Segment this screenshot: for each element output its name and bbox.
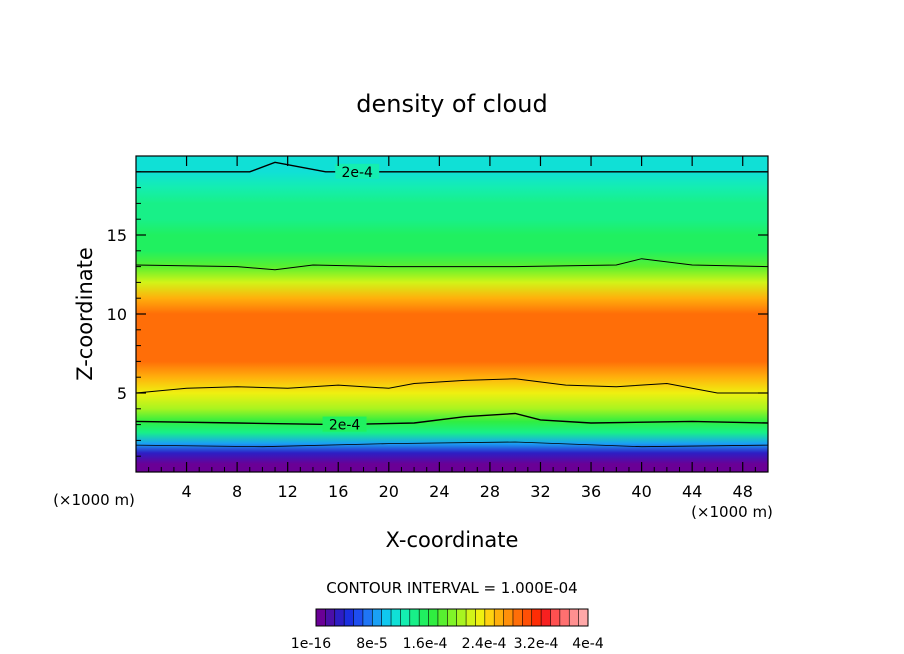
colorbar-label: 8e-5 bbox=[356, 636, 387, 652]
colorbar bbox=[316, 609, 589, 626]
x-tick-label: 44 bbox=[682, 482, 702, 501]
chart-title: density of cloud bbox=[356, 90, 547, 118]
x-tick-label: 20 bbox=[379, 482, 399, 501]
colorbar-swatch bbox=[475, 609, 486, 626]
x-tick-label: 4 bbox=[181, 482, 191, 501]
x-tick-label: 48 bbox=[733, 482, 753, 501]
x-tick-labels: 4 8 12 16 20 24 28 32 36 40 44 48 bbox=[181, 482, 752, 501]
contour-2e-4-upper bbox=[136, 161, 768, 173]
contour-interval-text: CONTOUR INTERVAL = 1.000E-04 bbox=[326, 579, 577, 597]
colorbar-swatch bbox=[447, 609, 458, 626]
colorbar-label: 2.4e-4 bbox=[462, 636, 507, 652]
x-tick-label: 24 bbox=[429, 482, 449, 501]
x-unit-right: (×1000 m) bbox=[691, 503, 773, 521]
colorbar-swatch bbox=[334, 609, 345, 626]
colorbar-swatch bbox=[316, 609, 326, 626]
colorbar-label: 1e-16 bbox=[291, 636, 331, 652]
x-tick-label: 16 bbox=[328, 482, 348, 501]
colorbar-labels: 1e-16 8e-5 1.6e-4 2.4e-4 3.2e-4 4e-4 bbox=[291, 636, 604, 652]
colorbar-swatch bbox=[512, 609, 523, 626]
colorbar-swatch bbox=[325, 609, 336, 626]
y-tick-label: 5 bbox=[117, 384, 127, 403]
x-tick-label: 32 bbox=[530, 482, 550, 501]
colorbar-swatch bbox=[578, 609, 589, 626]
colorbar-swatch bbox=[409, 609, 420, 626]
colorbar-frame bbox=[315, 608, 589, 627]
x-tick-label: 28 bbox=[480, 482, 500, 501]
colorbar-label: 1.6e-4 bbox=[403, 636, 448, 652]
y-axis-label: Z-coordinate bbox=[73, 247, 97, 381]
colorbar-swatch bbox=[400, 609, 411, 626]
y-tick-label: 10 bbox=[107, 305, 127, 324]
colorbar-swatch bbox=[503, 609, 514, 626]
colorbar-swatch bbox=[362, 609, 373, 626]
x-tick-label: 40 bbox=[631, 482, 651, 501]
colorbar-swatch bbox=[344, 609, 354, 626]
axis-ticks bbox=[136, 156, 768, 472]
colorbar-swatch bbox=[381, 609, 392, 626]
colorbar-swatch bbox=[437, 609, 448, 626]
contour-1e-4 bbox=[135, 441, 769, 448]
contour-label: 2e-4 bbox=[341, 165, 373, 181]
colorbar-swatch bbox=[353, 609, 364, 626]
contour-label-bg bbox=[322, 416, 367, 432]
contour-lines: 2e-4 2e-4 bbox=[135, 161, 769, 448]
y-tick-label: 15 bbox=[107, 226, 127, 245]
contour-3e-4-lower bbox=[135, 378, 768, 394]
colorbar-label: 3.2e-4 bbox=[514, 636, 559, 652]
colorbar-swatch bbox=[494, 609, 504, 626]
colorbar-swatch bbox=[522, 609, 533, 626]
colorbar-swatch bbox=[569, 609, 580, 626]
colorbar-swatch bbox=[419, 609, 429, 626]
colorbar-swatch bbox=[428, 609, 439, 626]
colorbar-swatch bbox=[550, 609, 561, 626]
x-tick-label: 36 bbox=[581, 482, 601, 501]
x-unit-left: (×1000 m) bbox=[53, 491, 135, 509]
colorbar-swatch bbox=[391, 609, 401, 626]
colorbar-swatch bbox=[541, 609, 551, 626]
contour-label: 2e-4 bbox=[329, 418, 361, 434]
x-tick-label: 12 bbox=[278, 482, 298, 501]
colorbar-swatch bbox=[372, 609, 383, 626]
colorbar-swatch bbox=[484, 609, 495, 626]
plot-area: 2e-4 2e-4 bbox=[135, 155, 769, 473]
contour-label-bg bbox=[335, 163, 380, 179]
contour-3e-4-upper bbox=[135, 258, 769, 271]
x-axis-label: X-coordinate bbox=[386, 528, 519, 552]
contour-2e-4-lower bbox=[135, 412, 769, 426]
y-tick-labels: 5 10 15 bbox=[107, 226, 127, 403]
colorbar-label: 4e-4 bbox=[572, 636, 604, 652]
colorbar-swatch bbox=[559, 609, 570, 626]
colorbar-swatch bbox=[456, 609, 467, 626]
colorbar-swatch bbox=[466, 609, 476, 626]
density-field bbox=[136, 156, 768, 472]
colorbar-swatch bbox=[531, 609, 542, 626]
x-tick-label: 8 bbox=[232, 482, 242, 501]
